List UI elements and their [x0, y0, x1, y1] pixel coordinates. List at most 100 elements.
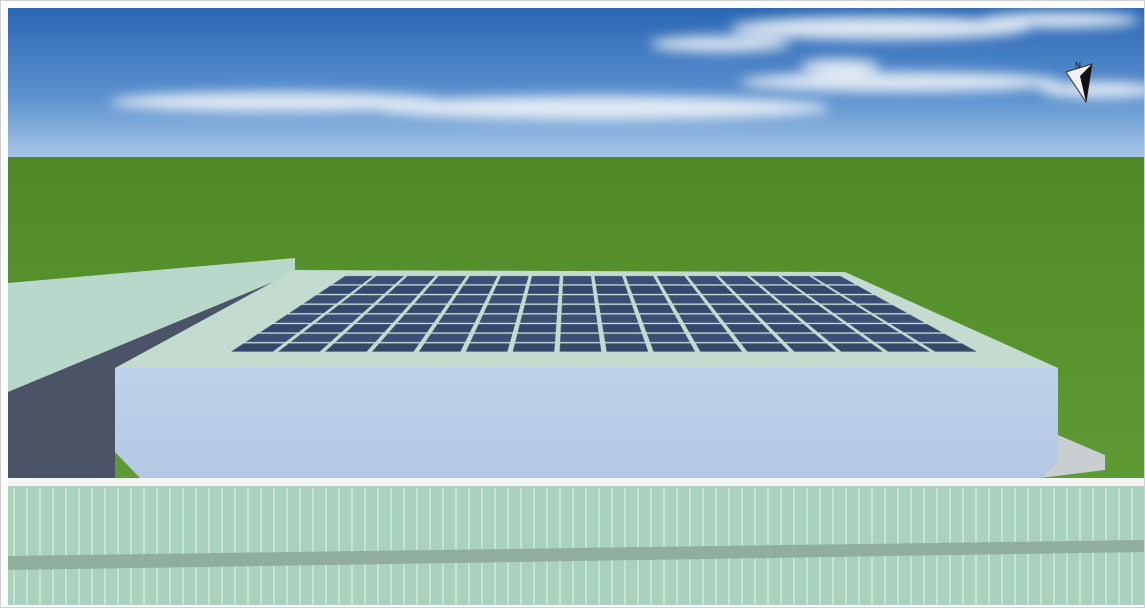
solar-panel — [397, 314, 440, 323]
solar-panel — [632, 295, 669, 304]
solar-panel — [425, 333, 470, 343]
solar-panel — [519, 314, 558, 323]
solar-panel — [288, 304, 336, 314]
solar-panel — [749, 275, 790, 285]
solar-panel — [524, 295, 559, 304]
solar-panel — [747, 304, 791, 314]
solar-panel — [492, 285, 527, 295]
solar-panel — [277, 343, 330, 352]
solar-panel — [757, 314, 803, 323]
solar-panel — [862, 333, 915, 343]
solar-panel — [431, 275, 467, 285]
solar-panel — [465, 343, 510, 352]
solar-panel — [761, 285, 804, 295]
solar-panel — [352, 285, 394, 295]
solar-panel — [487, 295, 524, 304]
solar-panel — [600, 314, 639, 323]
solar-panel — [561, 295, 595, 304]
solar-panel — [562, 285, 594, 295]
solar-panel — [356, 314, 401, 323]
solar-panel — [290, 333, 341, 343]
solar-panel — [560, 324, 599, 333]
solar-panel — [603, 333, 646, 343]
right-ledge — [1040, 435, 1105, 478]
solar-panel — [780, 275, 823, 285]
solar-panel — [560, 314, 598, 323]
solar-panel — [662, 285, 699, 295]
solar-panel — [819, 333, 870, 343]
solar-panel — [843, 295, 891, 304]
solar-panel — [636, 304, 675, 314]
solar-panel — [702, 295, 743, 304]
solar-panel — [345, 324, 392, 333]
compass-label: N — [1075, 61, 1081, 70]
solar-array — [230, 275, 978, 352]
solar-panel — [562, 275, 593, 285]
solar-panel — [728, 285, 769, 295]
solar-panel — [733, 333, 780, 343]
solar-panel — [230, 343, 285, 352]
solar-panel — [457, 285, 493, 295]
solar-panel — [335, 333, 384, 343]
solar-panel — [463, 275, 498, 285]
solar-panel — [451, 295, 489, 304]
solar-panel — [303, 295, 348, 304]
solar-panel — [315, 314, 362, 323]
solar-panel — [889, 324, 943, 333]
solar-panel — [784, 304, 830, 314]
solar-panel — [496, 275, 529, 285]
solar-panel — [725, 324, 771, 333]
solar-panel — [821, 304, 869, 314]
solar-panel — [667, 295, 706, 304]
solar-panel — [776, 333, 825, 343]
solar-panel — [438, 314, 479, 323]
solar-panel — [718, 275, 757, 285]
solar-panel — [377, 295, 419, 304]
solar-panel — [527, 285, 560, 295]
solar-panel — [418, 343, 465, 352]
solar-panel — [245, 333, 297, 343]
solar-panel — [597, 295, 632, 304]
solar-panel — [444, 304, 484, 314]
solar-panel — [646, 333, 691, 343]
solar-panel — [830, 343, 884, 352]
solar-panel — [388, 324, 433, 333]
solar-panel — [529, 275, 560, 285]
solar-panel — [796, 314, 844, 323]
solar-panel — [811, 275, 856, 285]
solar-panel — [317, 285, 361, 295]
solar-panel — [398, 275, 436, 285]
solar-panel — [380, 333, 427, 343]
solar-panel — [807, 324, 857, 333]
solar-panel — [470, 333, 513, 343]
solar-panel — [673, 304, 713, 314]
solar-panel — [772, 295, 817, 304]
solar-panel — [561, 304, 597, 314]
solar-panel — [474, 324, 516, 333]
solar-panel — [858, 304, 908, 314]
solar-panel — [710, 304, 752, 314]
solar-panel — [422, 285, 460, 295]
parapet — [8, 478, 1145, 486]
clouds — [110, 12, 1145, 120]
solar-panel — [684, 324, 728, 333]
solar-panel — [340, 295, 383, 304]
solar-panel — [274, 314, 323, 323]
solar-panel — [628, 285, 664, 295]
solar-panel — [302, 324, 351, 333]
roof-ribs — [13, 488, 1133, 605]
solar-panel — [785, 343, 837, 352]
solar-panel — [695, 343, 743, 352]
solar-panel — [643, 324, 685, 333]
solar-panel — [848, 324, 900, 333]
solar-panel — [512, 343, 556, 352]
solar-panel — [808, 295, 854, 304]
solar-panel — [332, 275, 374, 285]
solar-panel — [483, 304, 521, 314]
main-wall — [115, 368, 1058, 478]
solar-panel — [737, 295, 780, 304]
solar-panel — [431, 324, 475, 333]
left-roof — [8, 258, 295, 392]
